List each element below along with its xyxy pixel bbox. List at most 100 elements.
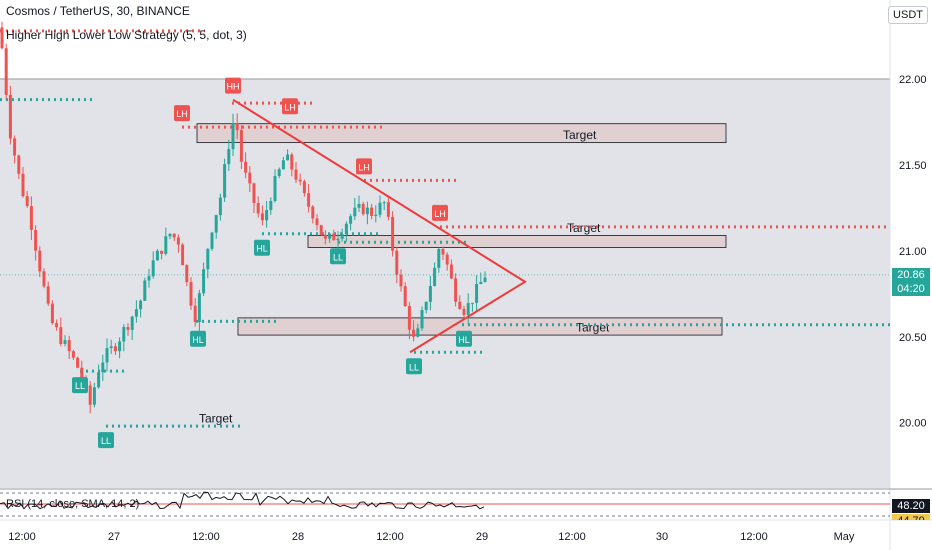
candle-body [479, 281, 483, 285]
pivot-label: LH [434, 209, 446, 219]
candle-body [88, 385, 92, 405]
candle-body [55, 323, 59, 328]
candle-body [227, 149, 231, 165]
candle-body [210, 232, 214, 249]
y-tick-label: 20.50 [899, 332, 927, 344]
candle-body [416, 328, 420, 337]
candle-body [428, 285, 432, 302]
candle-body [378, 202, 382, 215]
candle-body [256, 203, 260, 214]
candle-body [437, 248, 441, 268]
candle-body [71, 351, 75, 358]
candle-body [277, 169, 281, 177]
rsi-title[interactable]: RSI (14, close, SMA, 14, 2) [6, 498, 140, 510]
candle-body [29, 206, 33, 230]
candle-body [206, 248, 210, 270]
candle-body [328, 233, 332, 239]
rsi-ma-value-tag: 44.79 [892, 514, 930, 520]
pivot-label: HH [227, 82, 240, 92]
pivot-label: LH [358, 162, 370, 172]
candle-body [113, 346, 117, 352]
countdown-tag: 04:20 [892, 282, 930, 296]
candle-body [420, 309, 424, 329]
candle-body [475, 284, 479, 303]
y-tick-label: 21.00 [899, 246, 927, 258]
pivot-label: LL [409, 362, 419, 372]
candle-body [403, 286, 407, 307]
candle-body [185, 265, 189, 283]
candle-body [260, 213, 264, 221]
candle-body [281, 160, 285, 170]
candle-body [470, 302, 474, 304]
candle-body [273, 176, 277, 202]
candle-body [118, 341, 122, 352]
candle-body [214, 215, 218, 233]
candle-body [122, 326, 126, 342]
candle-body [286, 154, 290, 161]
indicator-title[interactable]: Higher High Lower Low Strategy (5, 5, do… [6, 28, 247, 42]
candle-body [349, 216, 353, 224]
candle-body [466, 303, 470, 315]
candle-body [218, 197, 222, 216]
candle-body [302, 181, 306, 194]
candle-body [319, 225, 323, 235]
candle-body [449, 264, 453, 279]
pivot-badge [330, 248, 346, 265]
candle-body [483, 277, 487, 282]
target-band [237, 317, 723, 336]
candle-body [298, 179, 302, 182]
candle-body [315, 218, 319, 226]
x-tick-label: 30 [656, 531, 668, 543]
candle-body [155, 250, 159, 261]
candle-body [168, 233, 172, 237]
candle-body [160, 250, 164, 254]
candle-body [59, 327, 63, 344]
candle-body [109, 346, 113, 349]
target-band [307, 235, 727, 248]
candle-body [269, 201, 273, 211]
candle-body [252, 183, 256, 204]
target-label: Target [199, 412, 233, 426]
candle-body [231, 123, 235, 150]
candle-body [344, 223, 348, 235]
target-label: Target [563, 128, 597, 142]
candle-body [294, 169, 298, 180]
candle-body [172, 233, 176, 238]
pivot-badge [456, 330, 472, 347]
pivot-label: LL [101, 436, 111, 446]
pivot-badge [406, 358, 422, 375]
candle-body [17, 155, 21, 174]
candle-body [382, 202, 386, 204]
candle-body [176, 237, 180, 245]
rsi-value-tag: 48.20 [892, 499, 930, 513]
pivot-badge [190, 330, 206, 347]
target-label: Target [576, 320, 610, 334]
symbol-title[interactable]: Cosmos / TetherUS, 30, BINANCE [6, 4, 190, 18]
candle-body [189, 282, 193, 306]
y-tick-label: 20.00 [899, 418, 927, 430]
candle-body [458, 301, 462, 309]
y-tick-label: 21.50 [899, 160, 927, 172]
candle-body [365, 207, 369, 215]
candle-body [4, 48, 8, 95]
candle-body [374, 214, 378, 216]
candle-body [462, 308, 466, 315]
candle-body [323, 234, 327, 239]
candle-body [130, 316, 134, 330]
candle-body [307, 193, 311, 207]
candle-body [34, 229, 38, 251]
pivot-badge [174, 105, 190, 122]
shaded-panel [0, 79, 890, 489]
pivot-label: HL [256, 244, 268, 254]
pivot-label: LL [333, 252, 343, 262]
candle-body [193, 305, 197, 323]
triangle-pattern [232, 98, 527, 354]
currency-badge[interactable]: USDT [888, 6, 928, 24]
candle-body [433, 267, 437, 286]
candle-body [38, 250, 42, 272]
pivot-badge [225, 77, 241, 94]
candle-body [8, 94, 12, 139]
candle-body [424, 301, 428, 310]
